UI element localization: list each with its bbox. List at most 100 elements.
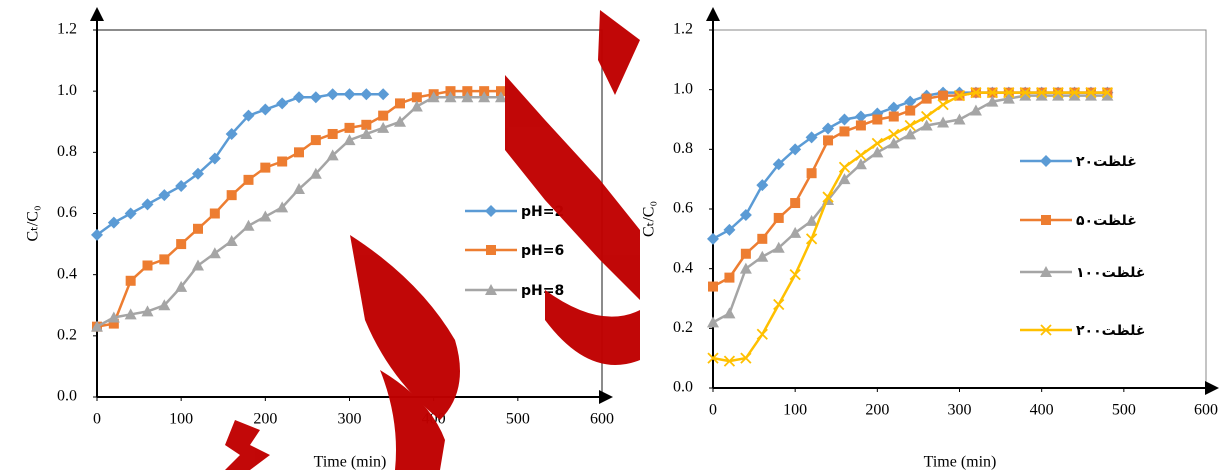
marker — [838, 161, 851, 173]
marker — [707, 352, 719, 364]
series-line — [96, 96, 501, 328]
y-tick-label: 0.0 — [673, 379, 693, 396]
marker — [871, 137, 883, 150]
y-tick-label: 0.0 — [57, 388, 77, 405]
marker — [1068, 89, 1081, 101]
marker — [805, 131, 818, 144]
legend-marker — [485, 205, 497, 217]
marker — [141, 305, 154, 317]
marker — [1084, 89, 1097, 101]
y-tick-label: 0.8 — [57, 143, 77, 160]
marker — [124, 207, 137, 220]
marker — [953, 89, 966, 102]
marker — [805, 214, 818, 226]
decoration-shape — [225, 420, 270, 470]
marker — [1003, 87, 1015, 99]
marker — [854, 158, 867, 170]
marker — [723, 307, 736, 319]
marker — [344, 122, 355, 133]
marker — [326, 88, 339, 101]
decoration-shape — [380, 370, 445, 470]
y-tick-label: 0.6 — [57, 204, 77, 221]
marker — [225, 235, 238, 247]
legend-label: غلظت۵۰ — [1076, 213, 1137, 229]
x-tick-label: 300 — [338, 411, 362, 428]
marker — [938, 90, 949, 101]
marker — [969, 104, 982, 116]
marker — [125, 275, 136, 286]
marker — [888, 128, 900, 141]
marker — [789, 143, 802, 156]
marker — [953, 113, 966, 125]
marker — [887, 137, 900, 149]
marker — [495, 91, 507, 103]
marker — [260, 162, 271, 173]
marker — [739, 262, 752, 274]
marker — [790, 198, 801, 209]
marker — [789, 268, 801, 281]
series: غلظت۲۰۰ — [707, 87, 1145, 367]
y-tick-label: 0.2 — [57, 327, 77, 344]
marker — [192, 167, 204, 180]
series: غلظت۲۰ — [707, 86, 1137, 245]
marker — [394, 115, 406, 127]
y-axis-title: Cₜ/C₀ — [25, 205, 42, 241]
marker — [496, 86, 506, 97]
marker — [986, 87, 999, 99]
marker — [822, 191, 834, 203]
marker — [723, 223, 736, 236]
marker — [361, 119, 372, 130]
marker — [904, 119, 916, 132]
marker — [1019, 87, 1031, 99]
y-tick-label: 0.4 — [673, 259, 693, 276]
marker — [904, 128, 917, 140]
marker — [854, 110, 867, 123]
legend-marker — [1040, 266, 1052, 277]
marker — [805, 233, 818, 245]
marker — [920, 119, 933, 131]
x-tick-label: 600 — [590, 411, 614, 428]
marker — [395, 98, 405, 109]
marker — [887, 101, 900, 114]
marker — [208, 247, 221, 259]
marker — [360, 88, 373, 101]
x-tick-label: 600 — [1194, 402, 1218, 419]
marker — [1036, 87, 1048, 99]
marker — [740, 352, 752, 364]
decoration — [225, 10, 640, 470]
marker — [772, 158, 785, 171]
marker — [192, 259, 204, 271]
marker — [757, 233, 768, 244]
x-axis-title: Time (min) — [924, 454, 997, 470]
marker — [1019, 89, 1032, 101]
marker — [326, 149, 339, 161]
marker — [243, 174, 254, 185]
legend-label: غلظت۲۰ — [1076, 154, 1137, 170]
marker — [707, 316, 719, 328]
marker — [209, 208, 220, 219]
legend-marker — [486, 245, 496, 255]
legend-label: غلظت۱۰۰ — [1076, 265, 1145, 281]
marker — [91, 320, 103, 332]
decoration-shape — [350, 235, 460, 420]
legend-label: pH=8 — [521, 283, 564, 299]
series: pH=8 — [91, 91, 564, 332]
marker — [855, 149, 867, 161]
marker — [1101, 87, 1114, 99]
marker — [920, 110, 933, 123]
legend-marker — [1040, 155, 1052, 167]
marker — [226, 190, 237, 201]
marker — [108, 318, 119, 329]
marker — [175, 179, 188, 192]
marker — [708, 281, 718, 292]
marker — [141, 198, 154, 211]
marker — [872, 114, 883, 125]
marker — [309, 91, 322, 104]
legend-marker — [1041, 215, 1051, 225]
marker — [904, 95, 917, 108]
marker — [888, 111, 899, 122]
decoration-shape — [598, 10, 640, 95]
marker — [444, 91, 457, 103]
marker — [838, 173, 851, 185]
